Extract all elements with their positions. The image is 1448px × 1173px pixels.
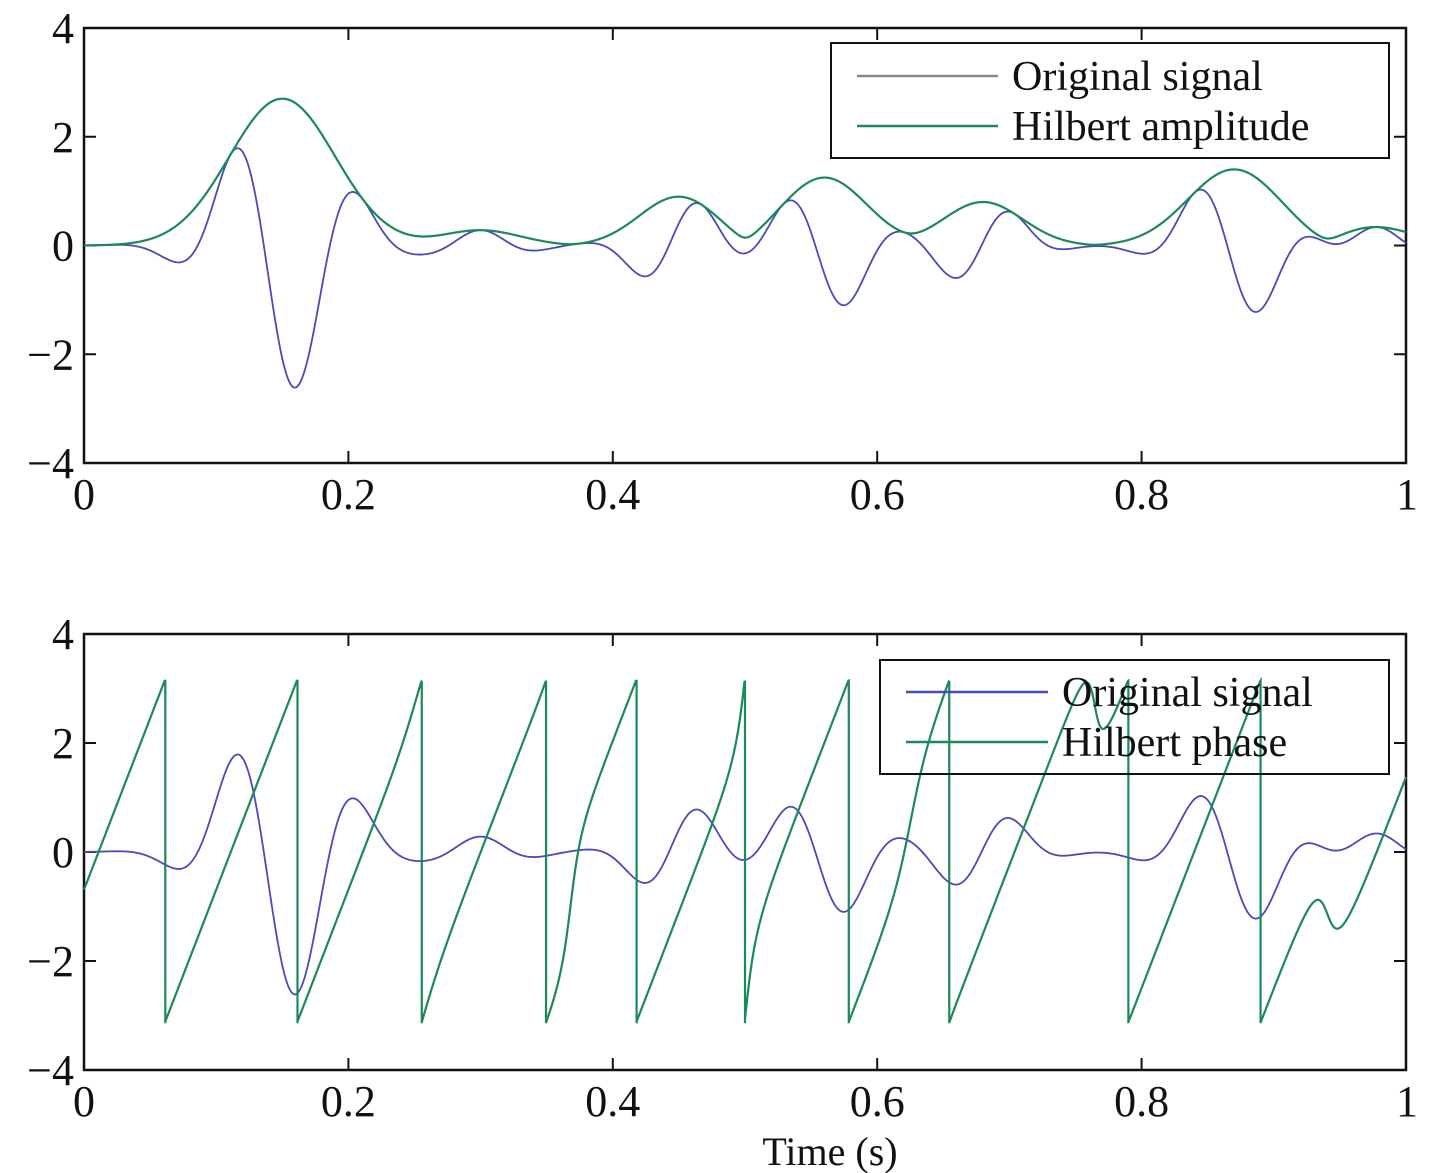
x-tick-label: 0.8 [1114,1077,1169,1126]
legend-label: Original signal [1012,54,1263,100]
legend-box [879,659,1390,775]
x-tick-label: 0.4 [585,1077,640,1126]
hilbert-amplitude-line [83,97,1407,247]
x-tick-label: 1 [1396,1077,1418,1126]
upper-tick-labels: 0 0.2 0.4 0.6 0.8 1 −4 −2 0 2 4 [27,4,1418,519]
x-tick-label: 0 [73,470,95,519]
x-tick-label: 0.6 [850,470,905,519]
lower-series-group [82,676,1408,1024]
y-tick-label: 0 [52,828,74,877]
y-tick-label: −4 [27,1046,74,1095]
legend-label: Hilbert amplitude [1012,104,1309,150]
x-tick-label: 0.6 [850,1077,905,1126]
lower-tick-marks [83,633,1407,1071]
y-tick-label: 4 [52,610,74,659]
x-tick-label: 1 [1396,470,1418,519]
lower-tick-labels: 0 0.2 0.4 0.6 0.8 1 −4 −2 0 2 4 [27,610,1418,1126]
upper-tick-marks [83,27,1407,464]
legend-box [830,42,1390,159]
y-tick-label: 0 [52,222,74,271]
y-tick-label: −2 [27,330,74,379]
y-tick-label: 2 [52,113,74,162]
lower-axes: 0 0.2 0.4 0.6 0.8 1 −4 −2 0 2 4 Original signalHil… [27,610,1418,1173]
y-tick-label: 4 [52,4,74,53]
legend-label: Hilbert phase [1062,720,1287,766]
y-tick-label: −2 [27,937,74,986]
x-tick-label: 0 [73,1077,95,1126]
y-tick-label: −4 [27,439,74,488]
hilbert-phase-line [82,676,1408,1024]
upper-axes: 0 0.2 0.4 0.6 0.8 1 −4 −2 0 2 4 Original signalHil… [27,4,1418,519]
original-signal-line [83,147,1407,389]
y-tick-label: 2 [52,719,74,768]
x-tick-label: 0.4 [585,470,640,519]
x-tick-label: 0.8 [1114,470,1169,519]
x-tick-label: 0.2 [321,1077,376,1126]
legend-label: Original signal [1062,670,1313,716]
x-axis-label: Time (s) [762,1129,897,1173]
x-tick-label: 0.2 [321,470,376,519]
upper-series-group [83,97,1407,389]
